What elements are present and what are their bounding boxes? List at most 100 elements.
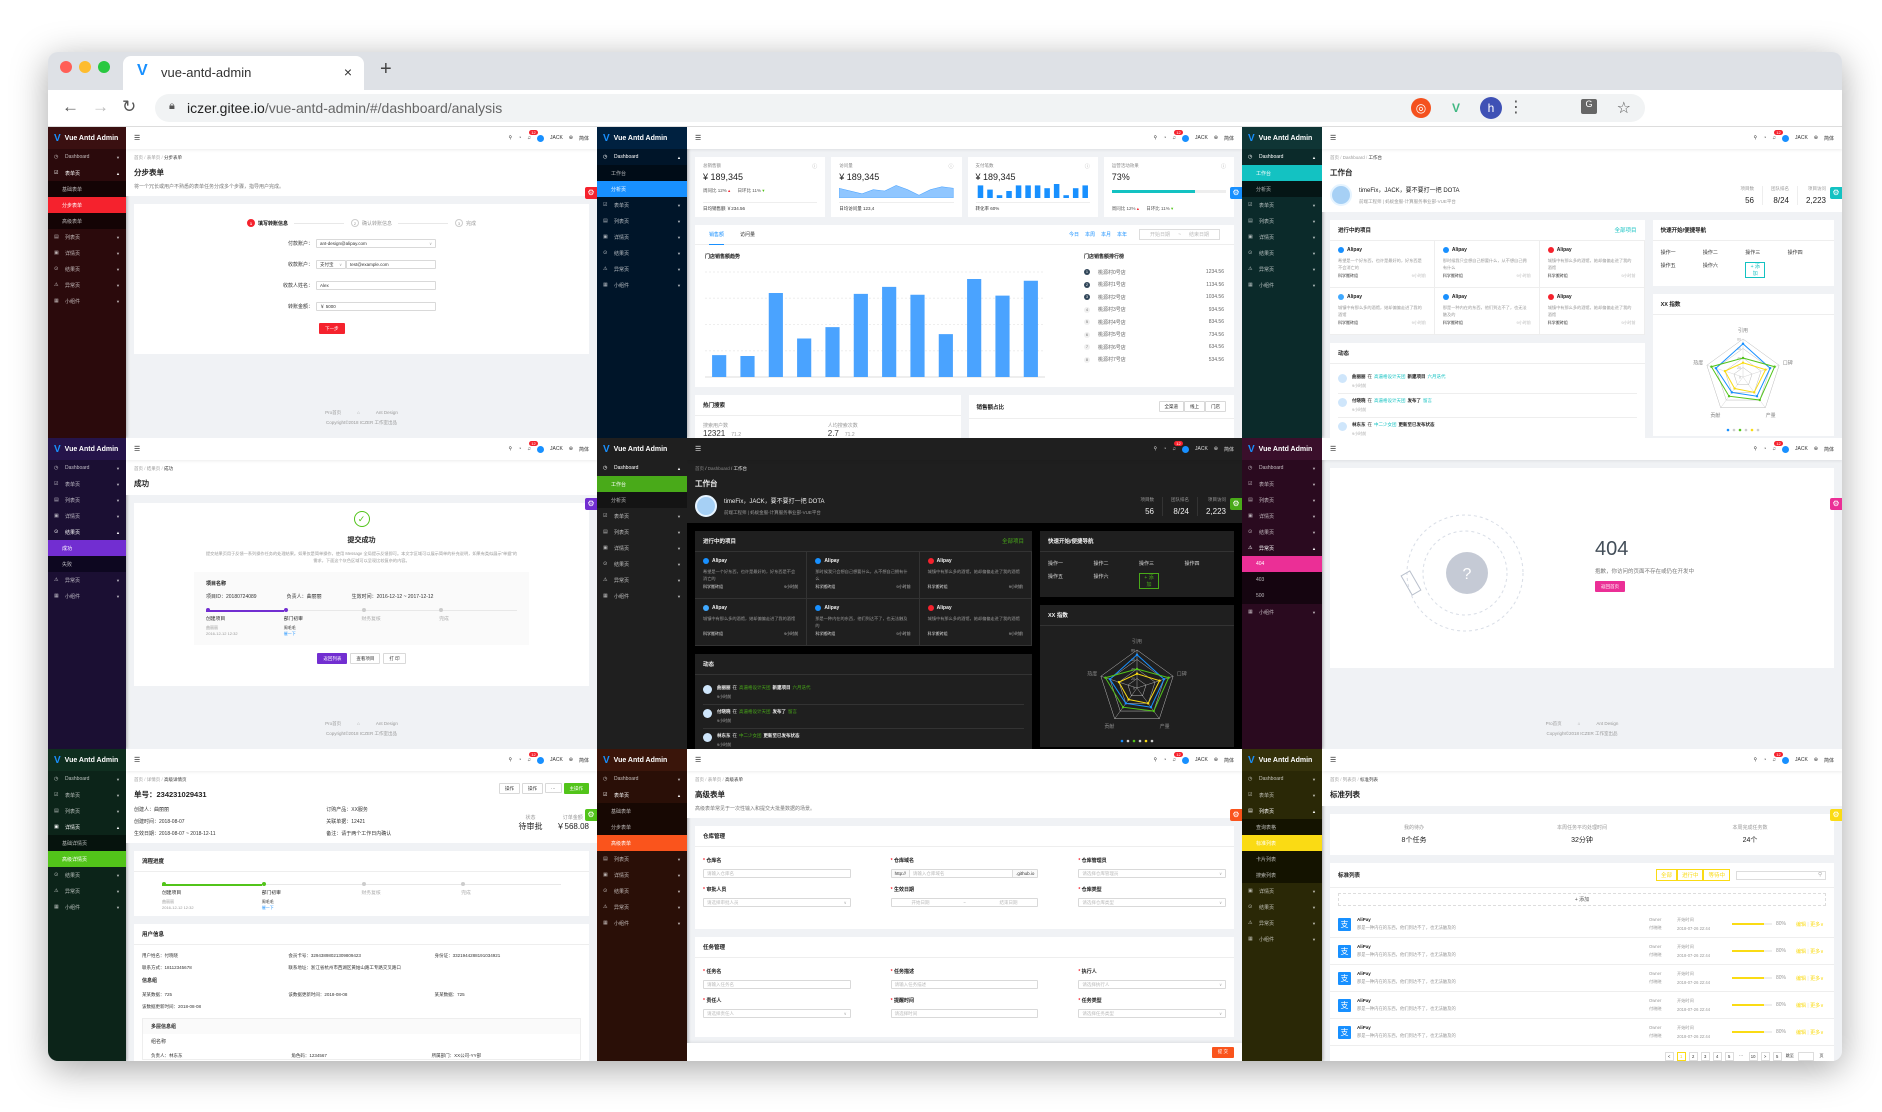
- more-actions-button[interactable]: ···: [545, 783, 562, 793]
- menu-item-check-circle[interactable]: ⊙ 结果页 ▼: [597, 245, 687, 261]
- search-icon[interactable]: ⚲: [508, 446, 513, 452]
- project-group[interactable]: 科学搬砖组: [1547, 320, 1568, 325]
- avatar[interactable]: [1782, 445, 1789, 453]
- edit-link[interactable]: 编辑: [1796, 921, 1807, 928]
- user-name[interactable]: JACK: [1195, 446, 1208, 452]
- add-link-button[interactable]: + 添加: [1138, 573, 1159, 589]
- language-switch[interactable]: 简体: [1223, 446, 1234, 453]
- menu-item-check-circle[interactable]: ⊙ 结果页 ▼: [597, 883, 687, 899]
- item-title[interactable]: AliPay: [1357, 998, 1371, 1003]
- star-icon[interactable]: ☆: [1616, 100, 1631, 117]
- notification-bell-icon[interactable]: ♫ 12: [527, 441, 538, 452]
- language-switch[interactable]: 简体: [1823, 135, 1834, 142]
- vue-devtools-icon[interactable]: V: [1451, 101, 1460, 115]
- language-switch[interactable]: 简体: [1823, 446, 1834, 453]
- page-button[interactable]: 5: [1724, 1052, 1734, 1061]
- select[interactable]: 请选择仓库类型 ∨: [1078, 898, 1226, 907]
- avatar[interactable]: [537, 756, 544, 764]
- settings-gear-icon[interactable]: ⚙: [1230, 498, 1242, 510]
- project-item[interactable]: Alipay 希望是一个好东西，也许是最好的，好东西是不会消亡的 科学搬砖组 9小时前: [1330, 241, 1435, 288]
- menu-item-warning[interactable]: ⚠ 异常页 ▼: [597, 899, 687, 915]
- breadcrumb-item[interactable]: 列表页: [1339, 777, 1356, 782]
- footer-link[interactable]: Pro首页: [1545, 721, 1562, 726]
- help-icon[interactable]: ◔: [1163, 446, 1167, 452]
- language-switch[interactable]: 简体: [1223, 757, 1234, 764]
- menu-item-table[interactable]: ▤ 列表页 ▼: [597, 213, 687, 229]
- user-name[interactable]: JACK: [1795, 757, 1808, 763]
- tab[interactable]: 销售额: [709, 225, 725, 245]
- info-icon[interactable]: ⓘ: [812, 164, 818, 170]
- language-switch[interactable]: 简体: [578, 446, 589, 453]
- project-group[interactable]: 科学搬砖组: [703, 584, 723, 589]
- menu-item-profile[interactable]: ▣ 详情页 ▼: [1242, 508, 1322, 524]
- user-name[interactable]: JACK: [1195, 757, 1208, 763]
- breadcrumb-item[interactable]: 首页: [1330, 777, 1339, 782]
- page-button[interactable]: 2: [1688, 1052, 1698, 1061]
- settings-gear-icon[interactable]: ⚙: [585, 187, 597, 199]
- breadcrumb-item[interactable]: 首页: [695, 777, 704, 782]
- item-title[interactable]: AliPay: [1357, 917, 1371, 922]
- info-icon[interactable]: ⓘ: [1220, 164, 1226, 170]
- minimize-window-button[interactable]: [79, 61, 91, 73]
- extension-icon[interactable]: ◎: [1411, 98, 1431, 118]
- menu-item-warning[interactable]: ⚠ 异常页 ▼: [597, 572, 687, 588]
- action-button[interactable]: 操作: [499, 783, 520, 794]
- submenu-item[interactable]: 高级详情页: [48, 851, 126, 867]
- menu-item-appstore[interactable]: ▦ 小组件 ▼: [597, 915, 687, 931]
- search-icon[interactable]: ⚲: [1753, 446, 1758, 452]
- help-icon[interactable]: ◔: [518, 446, 522, 452]
- menu-fold-icon[interactable]: ☰: [1330, 135, 1337, 142]
- menu-item-profile[interactable]: ▣ 详情页 ▼: [48, 508, 126, 524]
- menu-item-check-circle[interactable]: ⊙ 结果页 ▼: [48, 261, 126, 277]
- menu-item-check-circle[interactable]: ⊙ 结果页 ▼: [48, 867, 126, 883]
- settings-gear-icon[interactable]: ⚙: [1830, 187, 1842, 199]
- breadcrumb-item[interactable]: 表单页: [143, 155, 160, 160]
- menu-item-appstore[interactable]: ▦ 小组件 ▼: [597, 588, 687, 604]
- menu-item-warning[interactable]: ⚠ 异常页 ▼: [48, 883, 126, 899]
- menu-item-form[interactable]: ☑ 表单页 ▲: [597, 787, 687, 803]
- menu-item-table[interactable]: ▤ 列表页 ▼: [597, 851, 687, 867]
- prev-page-button[interactable]: <: [1664, 1052, 1674, 1061]
- date-range-picker[interactable]: 开始日期 ~ 结束日期: [1139, 229, 1220, 240]
- group-link[interactable]: 中二少女团: [739, 733, 762, 738]
- submenu-item[interactable]: 分步表单: [48, 197, 126, 213]
- text-input[interactable]: 请输入仓库名: [703, 869, 851, 878]
- page-size-select[interactable]: 5: [1772, 1052, 1782, 1061]
- text-input[interactable]: 请输入任务名: [703, 980, 851, 989]
- project-item[interactable]: Alipay 那是一种内在的东西，他们到达不了，也无法触及的 科学搬砖组 9小时前: [807, 599, 920, 646]
- period-link[interactable]: 本月: [1101, 232, 1112, 238]
- submenu-item[interactable]: 搜索列表: [1242, 867, 1322, 883]
- menu-item-dashboard[interactable]: ◷ Dashboard ▼: [1242, 771, 1322, 787]
- submenu-item[interactable]: 查询表格: [1242, 819, 1322, 835]
- settings-gear-icon[interactable]: ⚙: [1830, 809, 1842, 821]
- payee-email-input[interactable]: test@example.com: [346, 260, 436, 269]
- submenu-item[interactable]: 基础表单: [48, 181, 126, 197]
- quick-link[interactable]: 操作六: [1702, 263, 1718, 269]
- submenu-item[interactable]: 403: [1242, 572, 1322, 588]
- domain-input[interactable]: http://请输入仓库域名 .github.io: [890, 869, 1039, 878]
- item-title[interactable]: AliPay: [1357, 971, 1371, 976]
- submenu-item[interactable]: 分步表单: [597, 819, 687, 835]
- avatar[interactable]: [1182, 134, 1189, 142]
- menu-item-check-circle[interactable]: ⊙ 结果页 ▼: [597, 556, 687, 572]
- menu-item-appstore[interactable]: ▦ 小组件 ▼: [48, 588, 126, 604]
- select[interactable]: 请选择审批人员 ∨: [703, 898, 851, 907]
- avatar[interactable]: [537, 134, 544, 142]
- submit-button[interactable]: 提 交: [1211, 1046, 1234, 1058]
- browser-tab[interactable]: V vue-antd-admin ×: [123, 56, 364, 90]
- form-input[interactable]: ant-design@alipay.com ∨: [316, 239, 436, 248]
- language-switch[interactable]: 简体: [1823, 757, 1834, 764]
- menu-item-dashboard[interactable]: ◷ Dashboard ▲: [597, 149, 687, 165]
- menu-item-profile[interactable]: ▣ 详情页 ▼: [48, 245, 126, 261]
- menu-item-profile[interactable]: ▣ 详情页 ▼: [597, 867, 687, 883]
- close-window-button[interactable]: [60, 61, 72, 73]
- breadcrumb-item[interactable]: 首页: [134, 155, 143, 160]
- select[interactable]: 请选择责任人 ∨: [703, 1009, 851, 1018]
- github-icon[interactable]: ⌂: [357, 721, 360, 726]
- footer-link[interactable]: Ant Design: [375, 410, 398, 415]
- submenu-item[interactable]: 分析页: [1242, 181, 1322, 197]
- menu-item-appstore[interactable]: ▦ 小组件 ▼: [48, 899, 126, 915]
- menu-item-warning[interactable]: ⚠ 异常页 ▼: [1242, 261, 1322, 277]
- submenu-item[interactable]: 404: [1242, 556, 1322, 572]
- quick-link[interactable]: 操作五: [1660, 263, 1676, 269]
